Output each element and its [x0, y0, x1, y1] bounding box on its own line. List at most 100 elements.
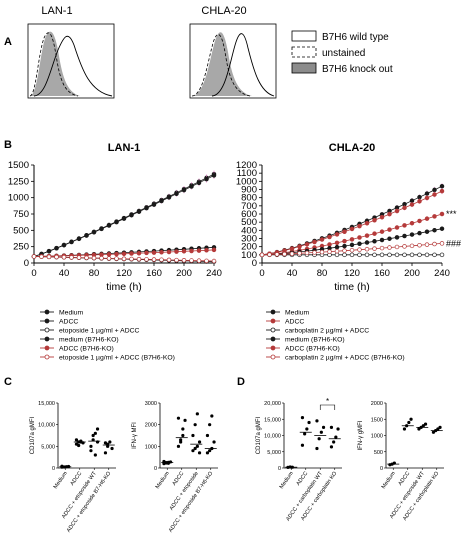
data-point	[329, 425, 334, 429]
data-point	[327, 234, 332, 240]
y-tick-label: 2000	[371, 401, 383, 407]
data-point	[334, 248, 340, 254]
x-axis-label: time (h)	[106, 281, 142, 293]
legend-label: ADCC (B7H6-KO)	[285, 346, 340, 353]
histogram-legend: B7H6 wild type unstained B7H6 knock out	[291, 30, 393, 75]
x-tick-label: 0	[259, 268, 264, 279]
y-axis-label: CD107a gMFI	[256, 416, 262, 454]
data-point	[417, 199, 422, 204]
data-point	[407, 420, 411, 425]
data-point	[176, 416, 181, 420]
data-point	[432, 214, 437, 219]
y-tick-label: 1500	[371, 417, 383, 423]
x-tick-label: ADCC	[70, 471, 84, 487]
data-point	[303, 432, 307, 436]
chart-legend: Medium ADCC etoposide 1 µg/ml + ADCC medium…	[40, 310, 175, 362]
data-point	[197, 451, 202, 455]
data-point	[349, 237, 355, 242]
data-point	[166, 249, 172, 255]
data-point	[402, 427, 407, 431]
y-axis-label: IFN-γ MFI	[132, 422, 138, 449]
data-point	[424, 191, 430, 196]
legend-label-knockout: B7H6 knock out	[322, 64, 393, 75]
data-point	[357, 235, 362, 240]
data-point	[211, 247, 217, 253]
histogram-unstained-line	[191, 34, 251, 97]
data-point	[297, 251, 302, 256]
data-point	[196, 248, 202, 253]
panel-label-c: C	[4, 376, 12, 388]
data-point	[54, 254, 59, 260]
series-4	[259, 188, 445, 258]
data-point	[417, 194, 422, 200]
x-tick-label: 80	[317, 268, 328, 279]
data-point	[77, 443, 81, 448]
x-tick-label: 80	[89, 268, 100, 279]
data-point	[121, 256, 127, 262]
data-point	[423, 422, 428, 426]
data-point	[372, 239, 377, 244]
dot-plot-d-cd107a: 0 5,000 10,000 15,000 20,000 CD107a gMFI Mediu…	[256, 397, 342, 522]
data-point	[205, 433, 210, 438]
significance-annotation: *	[326, 397, 329, 406]
data-point	[402, 252, 407, 258]
legend-marker	[44, 327, 50, 333]
data-point	[95, 427, 100, 431]
data-point	[357, 223, 362, 229]
data-point	[166, 195, 172, 200]
data-point	[402, 205, 407, 211]
data-point	[121, 251, 127, 257]
y-axis-label: IFN-γ gMFI	[358, 420, 364, 450]
data-point	[409, 417, 413, 421]
data-point	[114, 256, 119, 261]
data-point	[197, 440, 202, 444]
data-point	[424, 242, 430, 247]
data-point	[196, 180, 202, 186]
legend-marker	[270, 354, 276, 360]
legend-marker	[44, 309, 50, 315]
x-tick-label: 40	[287, 268, 298, 279]
data-point	[204, 176, 209, 182]
data-point	[329, 445, 334, 449]
legend-marker	[44, 345, 50, 351]
data-point	[387, 211, 392, 217]
data-point	[417, 218, 422, 224]
data-point	[439, 183, 445, 189]
data-point	[195, 444, 199, 448]
series-1	[31, 171, 217, 259]
data-point	[438, 425, 442, 429]
data-point	[196, 258, 202, 263]
data-point	[332, 440, 336, 444]
data-point	[327, 242, 332, 247]
data-point	[387, 245, 392, 250]
data-point	[181, 187, 187, 193]
x-tick-label: 40	[59, 268, 70, 279]
histogram-wildtype-line	[33, 35, 113, 97]
data-point	[289, 251, 295, 256]
data-point	[300, 416, 305, 420]
x-tick-label: 240	[434, 268, 450, 279]
legend-label: medium (B7H6-KO)	[59, 337, 119, 344]
legend-label: etoposide 1 µg/ml + ADCC (B7H6-KO)	[59, 355, 175, 362]
data-point	[394, 235, 400, 240]
legend-label: ADCC	[59, 319, 78, 326]
data-point	[334, 252, 340, 258]
legend-swatch-knockout	[291, 62, 317, 74]
y-tick-label: 1100	[237, 168, 257, 179]
y-tick-label: 500	[241, 217, 257, 228]
data-point	[159, 250, 164, 255]
significance-annotation: ###	[446, 238, 461, 248]
y-tick-label: 0	[278, 466, 281, 472]
data-point	[432, 227, 437, 233]
x-tick-label: ADCC	[296, 471, 310, 487]
legend-marker	[270, 345, 276, 351]
data-point	[84, 233, 89, 238]
histogram-knockout-fill	[192, 32, 252, 96]
legend-label: Medium	[285, 310, 310, 317]
data-point	[372, 252, 377, 258]
data-point	[103, 441, 108, 445]
data-point	[349, 242, 355, 248]
x-tick-label: 200	[176, 268, 192, 279]
data-point	[312, 250, 317, 255]
data-point	[297, 244, 302, 249]
